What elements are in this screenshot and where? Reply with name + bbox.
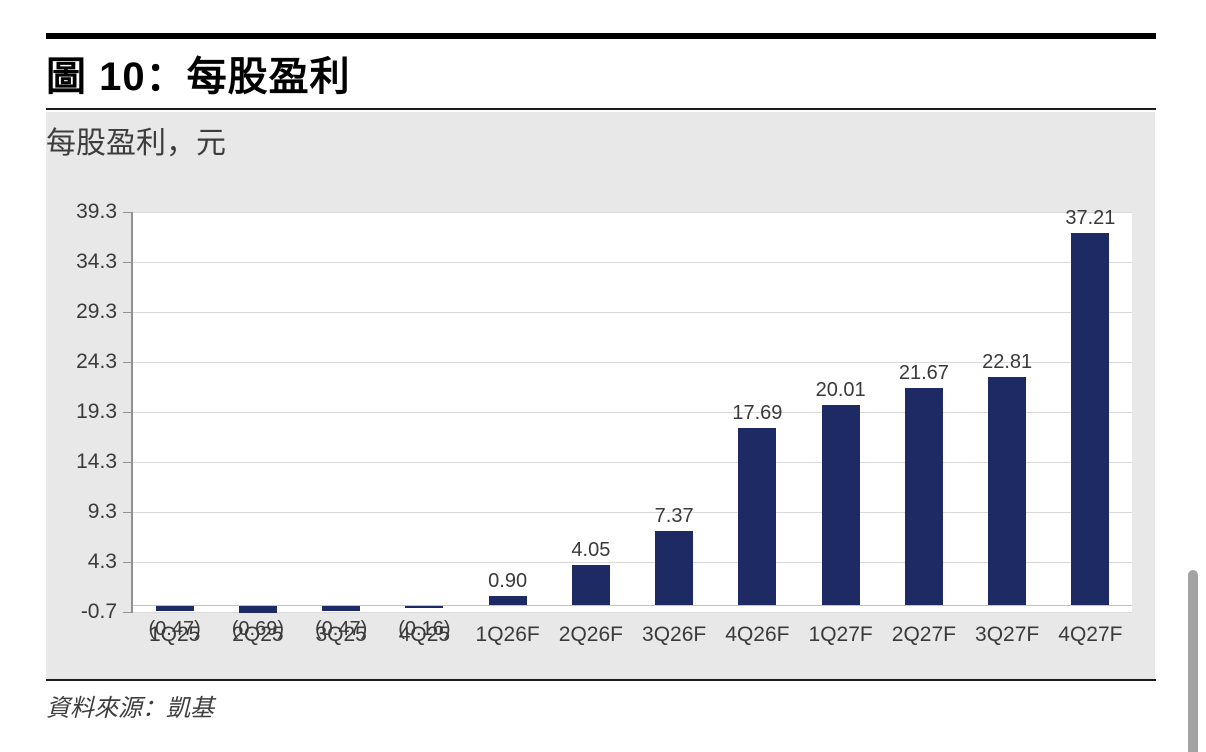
- chart-subtitle: 每股盈利，元: [46, 127, 226, 160]
- grid-line: [133, 212, 1132, 213]
- y-axis-tick-mark: [123, 212, 131, 213]
- figure-bottom-rule: [46, 679, 1156, 681]
- figure-title-rule: [46, 108, 1156, 110]
- bar: [821, 404, 860, 605]
- grid-line: [133, 262, 1132, 263]
- chart-panel: 每股盈利，元 39.3 34.3 29.3 24.3 19.3 14.3 9.3 4.3 -0.…: [46, 112, 1155, 679]
- y-axis-tick-mark: [123, 262, 131, 263]
- bar: [988, 376, 1027, 605]
- x-category-label: 3Q25: [315, 623, 367, 646]
- y-tick-label: 19.3: [76, 400, 117, 423]
- bar: [571, 564, 610, 605]
- figure-top-rule: [46, 33, 1156, 39]
- bar-value-label: 37.21: [1065, 206, 1116, 229]
- y-axis-line: [131, 212, 133, 613]
- x-category-label: 4Q26F: [725, 623, 790, 646]
- grid-line: [133, 512, 1132, 513]
- x-category-label: 1Q26F: [475, 623, 540, 646]
- x-category-label: 4Q27F: [1058, 623, 1123, 646]
- bar-value-label: 7.37: [654, 505, 694, 528]
- grid-line: [133, 562, 1132, 563]
- grid-line: [133, 412, 1132, 413]
- y-tick-label: 4.3: [87, 550, 117, 573]
- y-tick-label: -0.7: [80, 600, 117, 623]
- bar-value-label: 22.81: [982, 350, 1033, 373]
- y-tick-label: 24.3: [76, 350, 117, 373]
- bar: [488, 596, 527, 605]
- x-category-label: 1Q25: [148, 623, 201, 646]
- bar-value-label: 17.69: [732, 402, 783, 425]
- zero-axis-line: [133, 605, 1132, 606]
- y-tick-label: 14.3: [76, 450, 117, 473]
- y-axis-tick-mark: [123, 312, 131, 313]
- grid-line: [133, 612, 1132, 613]
- bar: [738, 428, 777, 605]
- bar-value-label: (0.47): [148, 618, 201, 640]
- scrollbar-thumb[interactable]: [1188, 570, 1198, 752]
- bar-value-label: 20.01: [815, 378, 866, 401]
- x-category-label: 2Q26F: [558, 623, 623, 646]
- bar-value-label: 0.90: [488, 570, 528, 592]
- bar: [405, 606, 444, 608]
- y-axis-tick-mark: [123, 512, 131, 513]
- bar: [655, 531, 694, 605]
- bar-value-label: (0.47): [315, 618, 368, 640]
- x-category-label: 3Q27F: [975, 623, 1040, 646]
- x-category-label: 2Q25: [232, 623, 284, 646]
- grid-line: [133, 462, 1132, 463]
- y-axis-tick-mark: [123, 362, 131, 363]
- y-axis-tick-mark: [123, 562, 131, 563]
- bar: [1071, 232, 1110, 605]
- x-category-label: 3Q26F: [642, 623, 707, 646]
- bar: [155, 606, 194, 611]
- y-tick-label: 29.3: [76, 300, 117, 323]
- bar-value-label: 21.67: [898, 362, 949, 385]
- y-axis-tick-mark: [123, 462, 131, 463]
- bar: [904, 388, 943, 605]
- y-tick-label: 39.3: [76, 200, 117, 223]
- bar-chart: 39.3 34.3 29.3 24.3 19.3 14.3 9.3 4.3 -0.7 (0.47…: [76, 201, 1132, 646]
- x-category-label: 1Q27F: [808, 623, 873, 646]
- y-tick-label: 34.3: [76, 250, 117, 273]
- bar-value-label: (0.69): [231, 618, 284, 640]
- y-axis-tick-mark: [123, 612, 131, 613]
- source-note: 資料來源：凱基: [46, 695, 214, 722]
- bar: [238, 606, 277, 613]
- y-tick-label: 9.3: [87, 500, 117, 523]
- x-category-label: 4Q25: [398, 623, 451, 646]
- x-category-label: 2Q27F: [891, 623, 956, 646]
- bar: [322, 606, 361, 611]
- grid-line: [133, 362, 1132, 363]
- grid-line: [133, 312, 1132, 313]
- y-axis-tick-mark: [123, 412, 131, 413]
- bar-value-label: 4.05: [571, 538, 611, 561]
- figure-title: 圖 10：每股盈利: [46, 55, 351, 99]
- bar-value-label: (0.16): [398, 618, 451, 640]
